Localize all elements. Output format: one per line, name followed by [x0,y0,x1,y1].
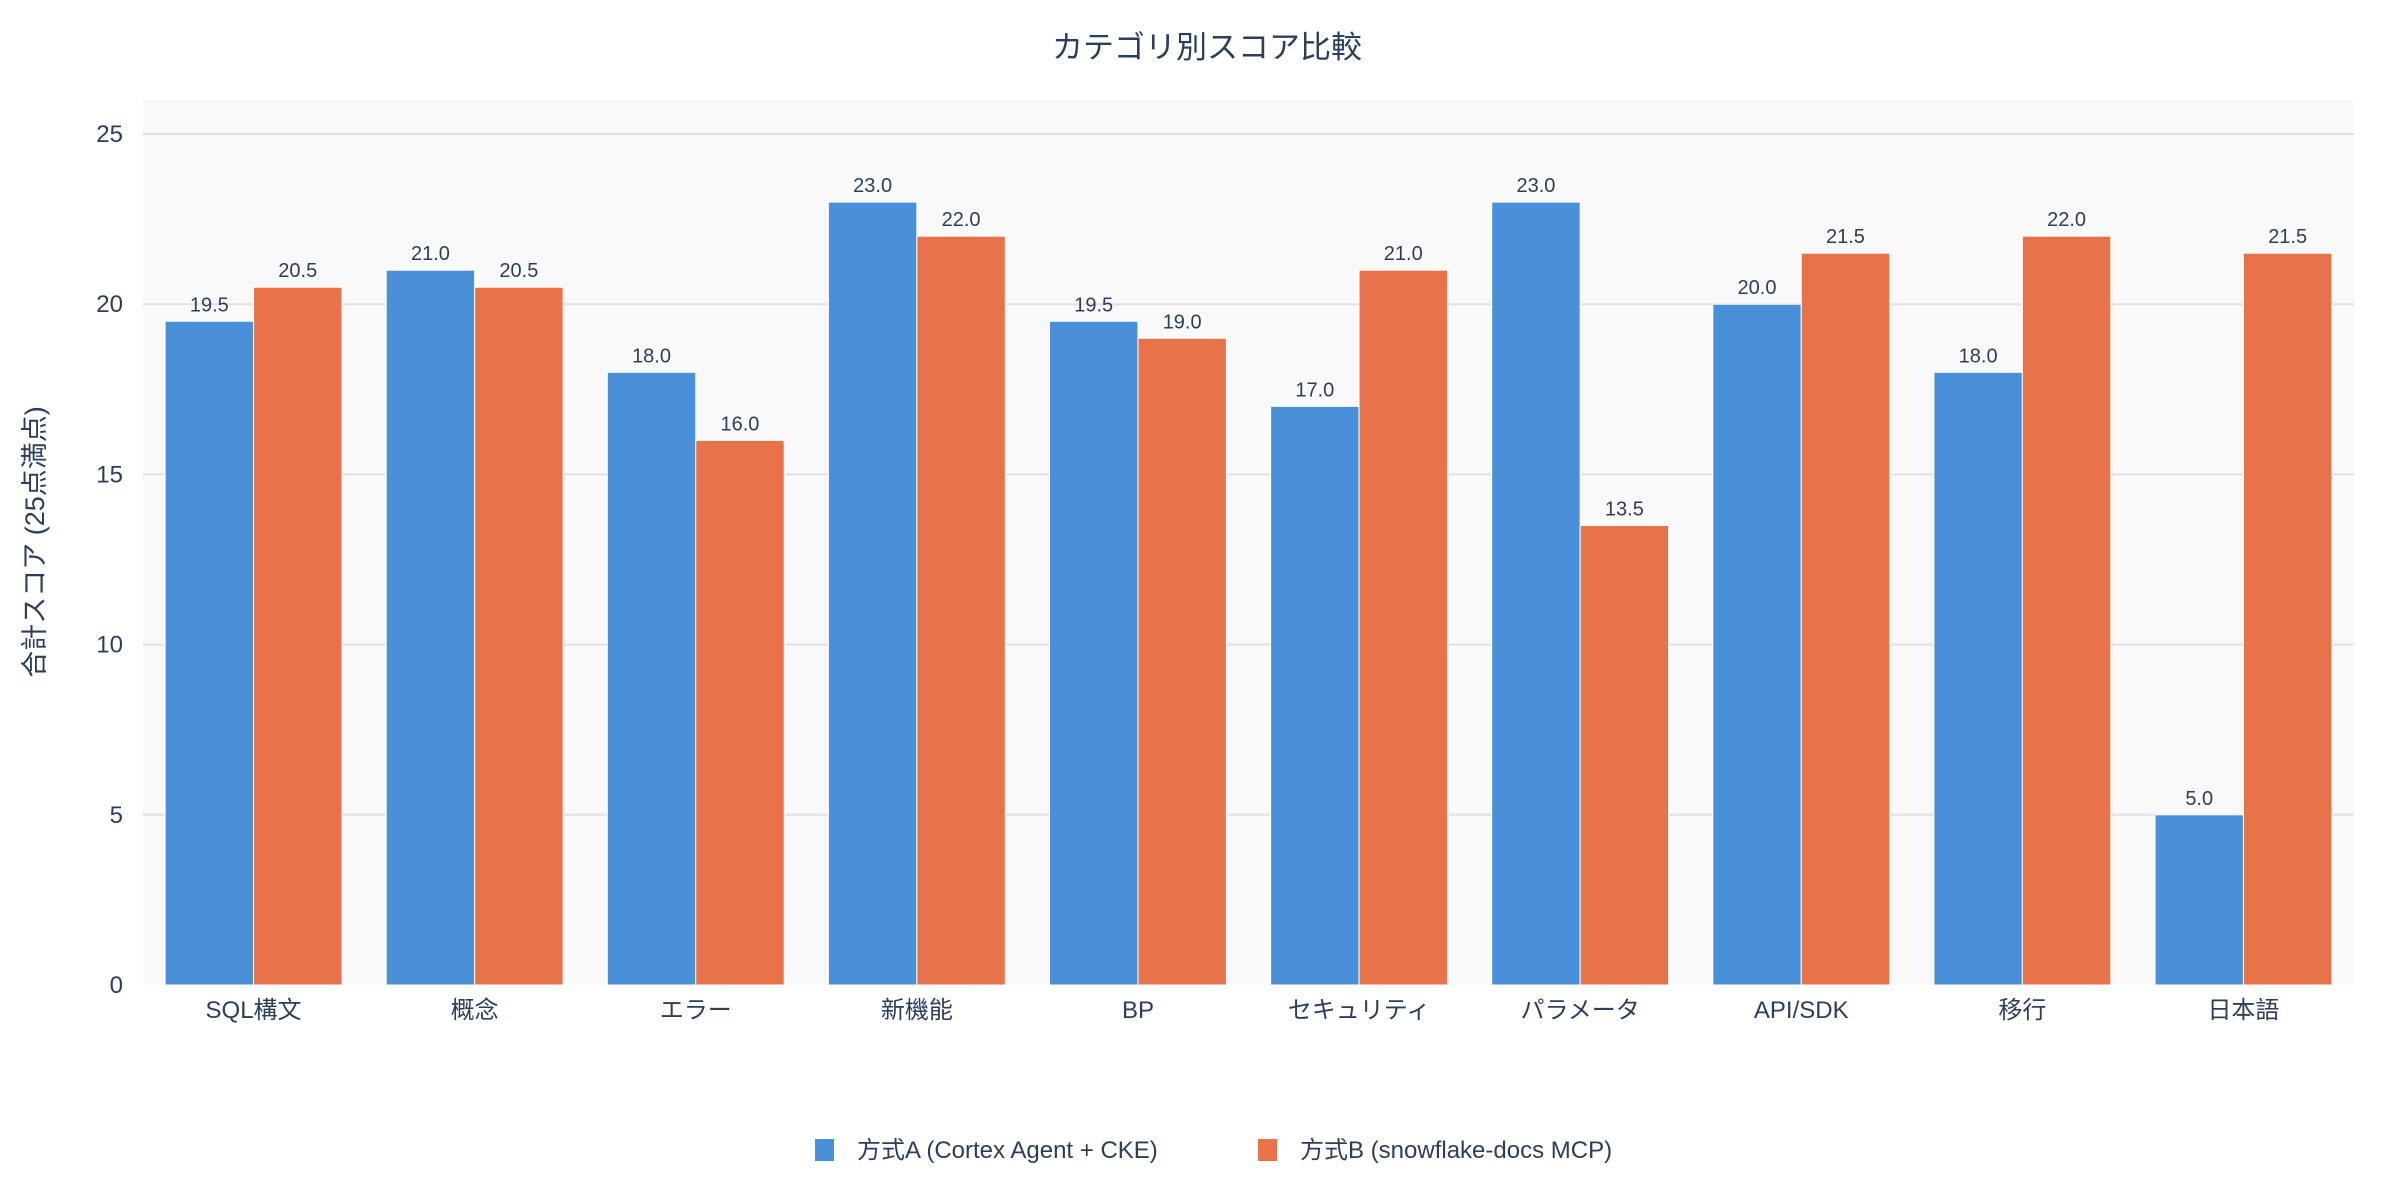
data-label: 22.0 [2047,209,2086,231]
data-label: 23.0 [853,175,892,197]
data-label: 22.0 [942,209,981,231]
x-tick-label: 日本語 [2207,997,2279,1024]
bar-series1-2 [606,371,697,986]
data-label: 18.0 [632,345,671,367]
data-label: 23.0 [1516,175,1555,197]
bar-series2-7 [1800,252,1891,986]
bar-series2-2 [695,439,785,986]
y-axis-title: 合計スコア (25点満点) [20,406,50,678]
bar-series1-8 [1933,371,2023,986]
bar-series2-3 [916,235,1006,986]
x-tick-label: エラー [660,997,732,1024]
bar-series1-3 [827,201,918,986]
x-tick-label: 新機能 [881,997,953,1024]
bar-series2-6 [1579,524,1670,986]
bar-series1-5 [1270,405,1360,986]
x-axis-ticks: SQL構文 概念 エラー 新機能 BP セキュリティ パラメータ API/SDK 移行 日本語 [206,997,2280,1024]
y-tick-label: 20 [96,291,123,318]
y-tick-label: 15 [96,461,123,488]
x-tick-label: SQL構文 [206,997,302,1024]
legend-label-series1: 方式A (Cortex Agent + CKE) [857,1137,1158,1164]
bar-series2-9 [2242,252,2333,986]
bar-series1-9 [2154,814,2244,986]
data-label: 21.0 [411,243,450,265]
data-label: 5.0 [2185,788,2213,810]
data-label: 21.5 [1826,226,1865,248]
x-tick-label: パラメータ [1521,997,1640,1024]
bar-series1-1 [385,269,476,986]
data-label: 19.5 [190,294,229,316]
data-label: 21.0 [1384,243,1423,265]
legend-label-series2: 方式B (snowflake-docs MCP) [1300,1137,1612,1164]
x-tick-label: 概念 [451,997,499,1024]
data-label: 20.5 [499,260,538,282]
legend-swatch-series2 [1258,1139,1277,1161]
x-tick-label: BP [1122,997,1154,1024]
data-label: 16.0 [721,413,760,435]
bar-series2-4 [1137,337,1227,986]
bar-series2-8 [2021,235,2112,986]
data-label: 19.0 [1163,311,1202,333]
data-labels: 19.5 20.5 21.0 20.5 18.0 16.0 23.0 22.0 19.5 19.0… [190,175,2307,810]
bar-series2-5 [1358,269,1448,986]
bars [164,201,2333,986]
data-label: 21.5 [2268,226,2307,248]
data-label: 13.5 [1605,498,1644,520]
data-label: 17.0 [1295,379,1334,401]
y-tick-label: 5 [110,802,123,829]
y-tick-label: 0 [110,972,123,999]
legend: 方式A (Cortex Agent + CKE) 方式B (snowflake-d… [815,1137,1612,1164]
bar-series2-0 [253,286,343,986]
x-tick-label: 移行 [1998,997,2046,1024]
legend-swatch-series1 [815,1139,834,1161]
data-label: 19.5 [1074,294,1113,316]
bar-series1-6 [1491,201,1581,986]
chart-title: カテゴリ別スコア比較 [1052,30,1362,65]
bar-series1-0 [164,320,255,986]
x-tick-label: セキュリティ [1288,997,1431,1024]
bar-series1-4 [1049,320,1139,986]
data-label: 20.5 [278,260,317,282]
data-label: 20.0 [1738,277,1777,299]
bar-series1-7 [1712,303,1802,986]
bar-series2-1 [474,286,564,986]
y-tick-label: 25 [96,121,123,148]
x-tick-label: API/SDK [1754,997,1849,1024]
y-axis-ticks: 0 5 10 15 20 25 [96,121,123,999]
y-tick-label: 10 [96,632,123,659]
data-label: 18.0 [1959,345,1998,367]
